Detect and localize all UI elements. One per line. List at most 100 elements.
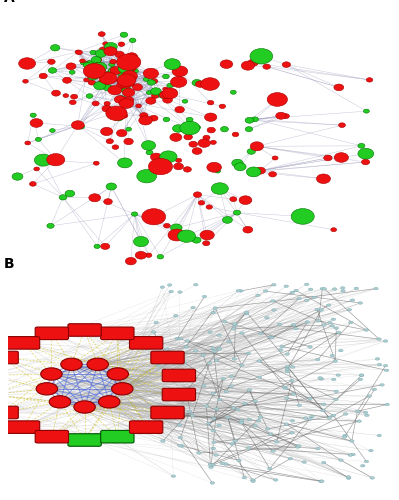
Circle shape <box>103 84 112 91</box>
Circle shape <box>223 320 227 323</box>
FancyBboxPatch shape <box>6 421 40 434</box>
Circle shape <box>94 82 105 90</box>
Circle shape <box>211 392 215 394</box>
Circle shape <box>103 42 108 45</box>
Circle shape <box>201 78 219 90</box>
Circle shape <box>259 332 263 335</box>
Circle shape <box>122 88 135 96</box>
Circle shape <box>170 89 177 94</box>
Circle shape <box>350 440 354 442</box>
Circle shape <box>257 360 261 362</box>
Circle shape <box>263 290 268 292</box>
Circle shape <box>246 352 251 355</box>
Circle shape <box>87 358 109 370</box>
Circle shape <box>326 304 331 306</box>
Circle shape <box>112 145 119 150</box>
FancyBboxPatch shape <box>35 430 69 443</box>
Circle shape <box>158 92 168 98</box>
Circle shape <box>316 320 321 322</box>
Circle shape <box>234 163 246 170</box>
Circle shape <box>126 52 138 60</box>
Circle shape <box>321 409 325 412</box>
Circle shape <box>49 128 55 132</box>
Circle shape <box>150 116 158 121</box>
Circle shape <box>350 299 355 302</box>
Circle shape <box>198 139 210 147</box>
Circle shape <box>106 108 113 114</box>
Circle shape <box>351 453 356 456</box>
Circle shape <box>212 350 216 352</box>
Circle shape <box>99 47 110 54</box>
Circle shape <box>92 101 99 106</box>
Circle shape <box>175 106 184 113</box>
Circle shape <box>99 80 105 84</box>
Circle shape <box>201 384 206 387</box>
Circle shape <box>123 88 129 92</box>
Circle shape <box>91 56 101 63</box>
Circle shape <box>202 295 207 298</box>
Circle shape <box>194 284 198 286</box>
Circle shape <box>124 100 129 103</box>
Circle shape <box>132 69 138 73</box>
Circle shape <box>334 152 348 162</box>
Circle shape <box>229 375 234 378</box>
Circle shape <box>320 480 324 482</box>
Circle shape <box>263 64 271 70</box>
Circle shape <box>291 208 314 224</box>
Circle shape <box>359 374 364 376</box>
Circle shape <box>59 194 67 200</box>
Circle shape <box>343 434 348 437</box>
Circle shape <box>330 354 335 357</box>
Circle shape <box>217 334 221 336</box>
Circle shape <box>108 86 122 95</box>
Circle shape <box>251 117 259 121</box>
Circle shape <box>331 414 336 417</box>
Circle shape <box>142 208 166 225</box>
FancyBboxPatch shape <box>151 406 184 419</box>
Circle shape <box>207 128 215 133</box>
Circle shape <box>308 418 312 420</box>
Circle shape <box>377 434 381 437</box>
Circle shape <box>157 254 164 259</box>
FancyBboxPatch shape <box>0 369 7 382</box>
Circle shape <box>113 114 124 121</box>
Circle shape <box>267 92 287 106</box>
Circle shape <box>221 126 228 132</box>
Circle shape <box>230 442 235 445</box>
Circle shape <box>361 159 369 165</box>
Circle shape <box>117 74 136 86</box>
Circle shape <box>107 368 128 380</box>
Circle shape <box>206 205 212 209</box>
Circle shape <box>243 402 247 405</box>
Circle shape <box>164 224 170 228</box>
Circle shape <box>176 158 182 162</box>
Circle shape <box>190 414 195 417</box>
Circle shape <box>251 479 255 482</box>
Circle shape <box>118 158 132 168</box>
Circle shape <box>285 353 289 356</box>
FancyBboxPatch shape <box>0 406 18 419</box>
Circle shape <box>63 77 71 84</box>
Circle shape <box>175 337 180 340</box>
Circle shape <box>336 331 341 334</box>
Circle shape <box>282 114 289 118</box>
Circle shape <box>220 60 233 68</box>
Circle shape <box>87 60 94 66</box>
Circle shape <box>189 142 198 147</box>
Circle shape <box>334 327 339 330</box>
Circle shape <box>150 153 162 161</box>
Circle shape <box>284 397 289 400</box>
Circle shape <box>291 324 296 326</box>
Circle shape <box>328 322 332 324</box>
Circle shape <box>116 96 126 102</box>
Circle shape <box>273 478 278 481</box>
Circle shape <box>344 412 348 416</box>
Circle shape <box>310 415 314 418</box>
Circle shape <box>204 404 209 407</box>
Circle shape <box>284 285 288 288</box>
Circle shape <box>294 289 298 292</box>
Circle shape <box>232 358 237 360</box>
Circle shape <box>93 161 99 165</box>
Circle shape <box>125 258 136 265</box>
Circle shape <box>322 288 327 290</box>
